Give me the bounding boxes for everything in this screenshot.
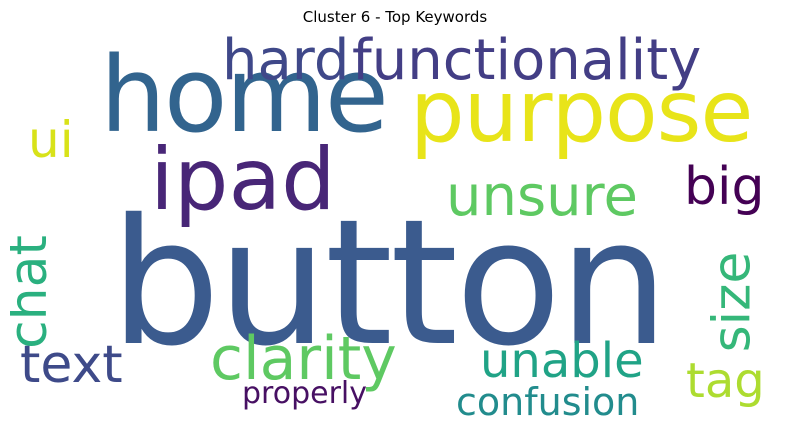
word-properly: properly (242, 376, 367, 411)
word-chat: chat (10, 235, 59, 349)
word-text: text (20, 335, 123, 395)
word-unable: unable (480, 333, 644, 389)
word-cloud: button home purpose hard functionality i… (10, 33, 780, 427)
word-purpose: purpose (410, 62, 753, 162)
chart-title: Cluster 6 - Top Keywords (302, 8, 488, 26)
word-unsure: unsure (446, 164, 638, 229)
word-functionality: functionality (352, 33, 702, 93)
word-home: home (100, 34, 389, 156)
word-clarity: clarity (210, 324, 397, 394)
word-button: button (110, 182, 669, 385)
word-size: size (702, 251, 763, 353)
word-ui: ui (28, 111, 74, 169)
word-big: big (684, 157, 765, 217)
word-ipad: ipad (150, 130, 336, 230)
word-hard: hard (222, 33, 350, 93)
word-confusion: confusion (456, 380, 640, 424)
word-tag: tag (686, 353, 765, 409)
